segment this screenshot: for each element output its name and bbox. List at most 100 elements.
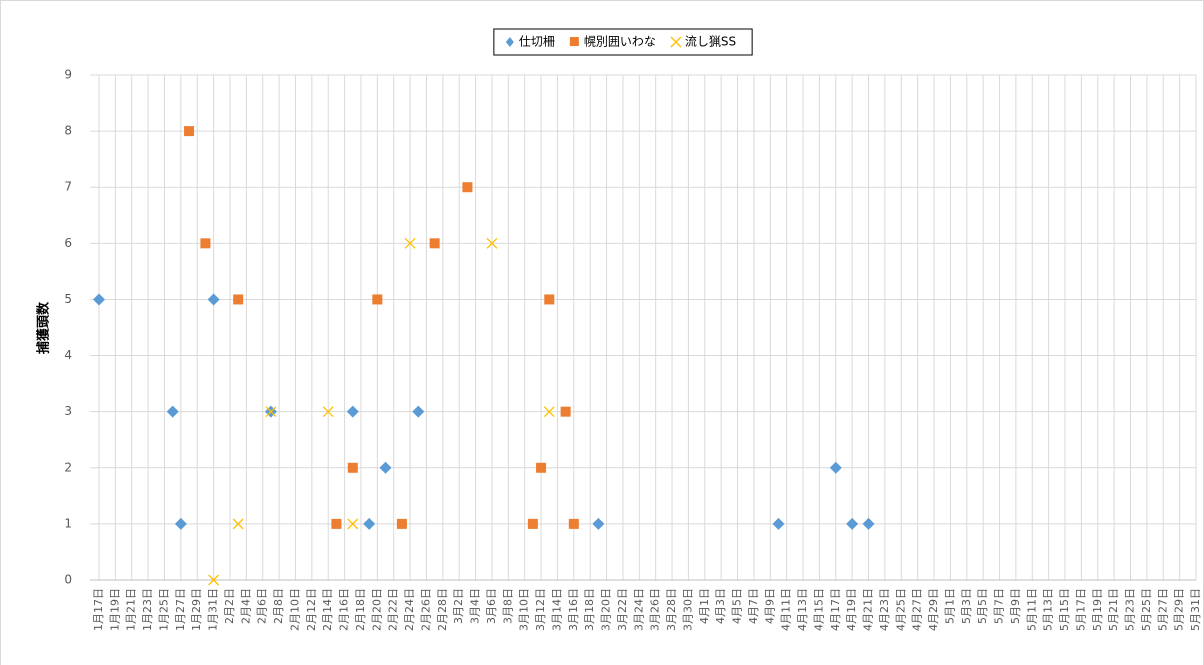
marker-diamond xyxy=(174,517,187,530)
marker-square xyxy=(347,462,358,473)
x-tick-label: 1月17日 xyxy=(92,588,105,631)
marker-x xyxy=(208,574,220,586)
legend: 仕切柵 幌別囲いわな 流し猟SS xyxy=(493,28,753,56)
x-tick-label: 5月5日 xyxy=(976,588,989,624)
x-tick-label: 5月1日 xyxy=(943,588,956,624)
marker-x xyxy=(322,406,334,418)
y-tick-label: 8 xyxy=(64,124,72,138)
x-tick-label: 4月17日 xyxy=(829,588,842,631)
x-tick-label: 5月25日 xyxy=(1140,588,1153,631)
y-tick-label: 3 xyxy=(64,404,72,418)
x-tick-label: 4月29日 xyxy=(927,588,940,631)
y-tick-label: 2 xyxy=(64,460,72,474)
x-tick-label: 2月28日 xyxy=(436,588,449,631)
marker-square xyxy=(527,518,538,529)
marker-diamond xyxy=(862,517,875,530)
marker-diamond xyxy=(592,517,605,530)
x-tick-label: 2月16日 xyxy=(338,588,351,631)
x-tick-label: 5月9日 xyxy=(1009,588,1022,624)
x-tick-label: 5月29日 xyxy=(1173,588,1186,631)
marker-square xyxy=(372,294,383,305)
x-tick-label: 5月3日 xyxy=(960,588,973,624)
legend-item: 仕切柵 xyxy=(505,35,555,49)
marker-diamond xyxy=(379,461,392,474)
x-tick-label: 4月19日 xyxy=(845,588,858,631)
marker-x xyxy=(347,518,359,530)
y-tick-label: 5 xyxy=(64,292,72,306)
x-tick-label: 2月20日 xyxy=(370,588,383,631)
marker-square xyxy=(536,462,547,473)
x-tick-label: 3月16日 xyxy=(567,588,580,631)
marker-diamond xyxy=(207,293,220,306)
x-tick-label: 3月28日 xyxy=(665,588,678,631)
x-tick-label: 4月21日 xyxy=(862,588,875,631)
x-tick-label: 2月26日 xyxy=(419,588,432,631)
x-tick-label: 3月22日 xyxy=(616,588,629,631)
x-tick-label: 3月10日 xyxy=(518,588,531,631)
x-tick-label: 2月14日 xyxy=(321,588,334,631)
x-tick-label: 2月18日 xyxy=(354,588,367,631)
x-tick-label: 4月23日 xyxy=(878,588,891,631)
legend-label: 流し猟SS xyxy=(685,35,736,49)
x-tick-label: 5月21日 xyxy=(1107,588,1120,631)
y-tick-label: 6 xyxy=(64,236,72,250)
x-tick-label: 4月9日 xyxy=(763,588,776,624)
marker-diamond xyxy=(772,517,785,530)
marker-diamond xyxy=(346,405,359,418)
x-tick-label: 4月11日 xyxy=(780,588,793,631)
x-tick-label: 3月30日 xyxy=(681,588,694,631)
x-tick-label: 2月8日 xyxy=(272,588,285,624)
marker-square xyxy=(200,238,211,249)
x-tick-label: 4月7日 xyxy=(747,588,760,624)
x-tick-label: 3月14日 xyxy=(550,588,563,631)
marker-diamond xyxy=(829,461,842,474)
x-tick-label: 4月5日 xyxy=(731,588,744,624)
y-tick-label: 4 xyxy=(64,348,72,362)
marker-diamond xyxy=(846,517,859,530)
marker-square xyxy=(569,37,579,46)
y-tick-label: 0 xyxy=(64,573,72,587)
x-tick-label: 5月23日 xyxy=(1124,588,1137,631)
marker-diamond xyxy=(93,293,105,306)
x-tick-label: 1月27日 xyxy=(174,588,187,631)
marker-diamond xyxy=(505,37,514,47)
legend-label: 幌別囲いわな xyxy=(584,34,656,49)
x-tick-label: 2月10日 xyxy=(288,588,301,631)
x-tick-label: 4月25日 xyxy=(894,588,907,631)
x-tick-label: 5月11日 xyxy=(1025,588,1038,631)
x-tick-label: 5月27日 xyxy=(1156,588,1169,631)
x-tick-label: 2月2日 xyxy=(223,588,236,624)
y-tick-label: 1 xyxy=(64,516,72,530)
x-tick-label: 3月8日 xyxy=(501,588,514,624)
marker-square xyxy=(544,294,555,305)
marker-x xyxy=(265,406,277,418)
x-tick-label: 1月21日 xyxy=(125,588,138,631)
marker-square xyxy=(429,238,440,249)
x-tick-label: 4月15日 xyxy=(812,588,825,631)
x-tick-label: 3月4日 xyxy=(469,588,482,624)
marker-x xyxy=(486,237,498,249)
x-tick-label: 2月12日 xyxy=(305,588,318,631)
x-tick-label: 1月25日 xyxy=(157,588,170,631)
x-tick-label: 4月13日 xyxy=(796,588,809,631)
x-tick-label: 1月19日 xyxy=(108,588,121,631)
legend-box xyxy=(493,28,753,56)
marker-square xyxy=(233,294,244,305)
x-tick-label: 5月19日 xyxy=(1091,588,1104,631)
x-tick-label: 5月13日 xyxy=(1042,588,1055,631)
marker-square xyxy=(331,518,342,529)
x-tick-label: 3月12日 xyxy=(534,588,547,631)
marker-diamond xyxy=(166,405,179,418)
x-tick-label: 3月6日 xyxy=(485,588,498,624)
marker-square xyxy=(396,518,407,529)
legend-item: 流し猟SS xyxy=(670,35,736,49)
x-tick-label: 5月7日 xyxy=(993,588,1006,624)
x-tick-label: 2月4日 xyxy=(239,588,252,624)
x-tick-label: 5月17日 xyxy=(1074,588,1087,631)
x-tick-label: 4月1日 xyxy=(698,588,711,624)
x-tick-label: 3月24日 xyxy=(632,588,645,631)
marker-x xyxy=(543,406,555,418)
marker-x xyxy=(232,518,244,530)
marker-x xyxy=(404,237,416,249)
